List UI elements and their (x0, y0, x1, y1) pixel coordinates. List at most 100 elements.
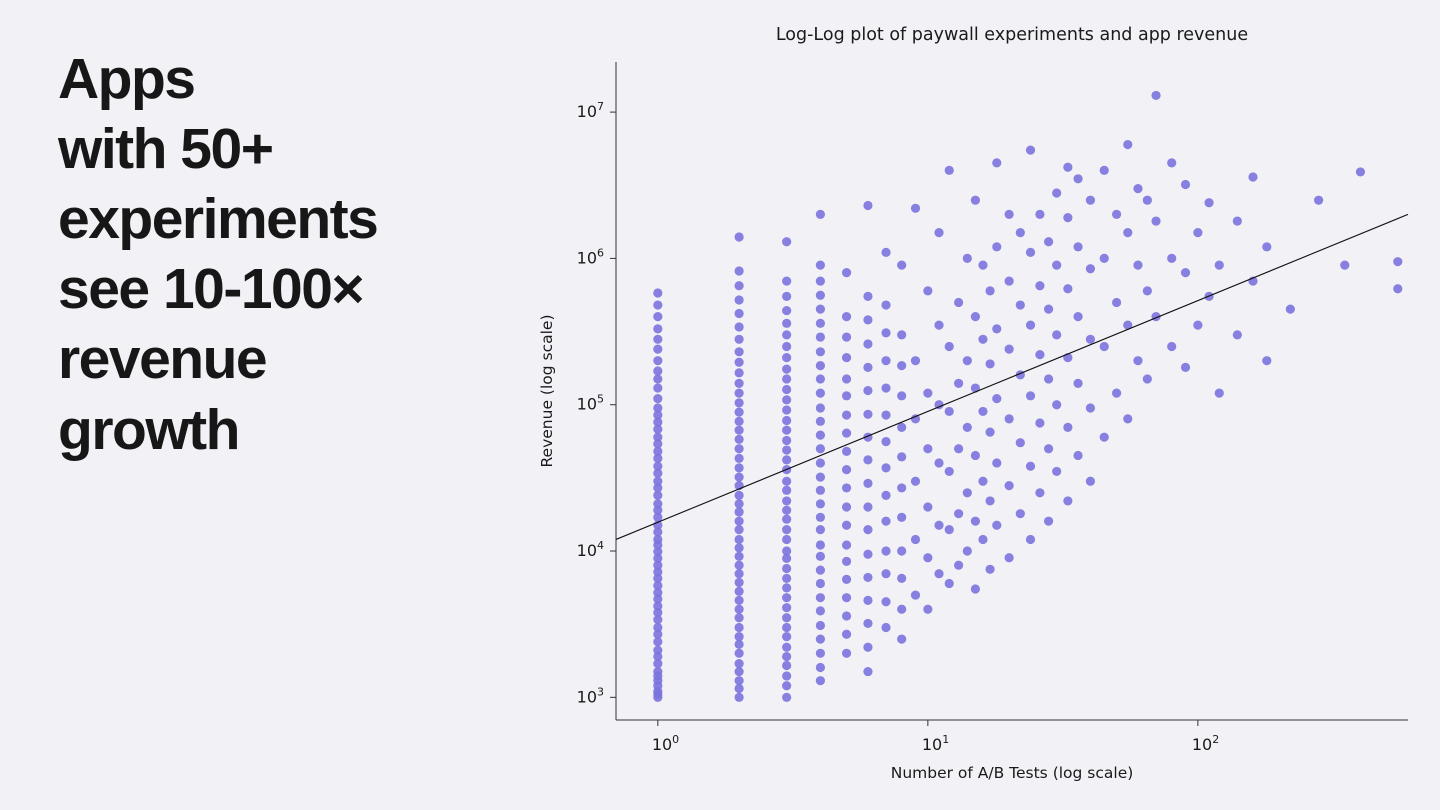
scatter-point (782, 395, 792, 405)
scatter-point (985, 564, 995, 574)
scatter-point (782, 622, 792, 633)
scatter-point (934, 520, 944, 530)
scatter-point (782, 534, 792, 545)
scatter-point (841, 374, 852, 384)
scatter-point (653, 424, 663, 434)
scatter-point (734, 434, 744, 444)
scatter-point (1123, 228, 1133, 238)
scatter-point (1123, 139, 1133, 150)
scatter-point (815, 472, 825, 482)
scatter-point (653, 394, 663, 404)
scatter-point (734, 534, 744, 545)
scatter-point (978, 406, 988, 417)
scatter-point (653, 594, 663, 604)
scatter-point (985, 427, 995, 437)
scatter-point (1025, 145, 1036, 155)
headline-line: experiments (58, 187, 379, 252)
scatter-point (1073, 450, 1083, 461)
headline-line: growth (58, 397, 240, 462)
scatter-point (815, 634, 825, 644)
scatter-point (815, 260, 825, 270)
scatter-point (881, 410, 891, 420)
scatter-point (1043, 304, 1054, 314)
scatter-point (1043, 444, 1054, 454)
scatter-point (944, 406, 954, 417)
scatter-point (934, 400, 944, 410)
scatter-point (815, 676, 825, 686)
scatter-point (863, 642, 873, 652)
y-tick-label: 106 (577, 246, 604, 267)
scatter-point (653, 468, 663, 478)
scatter-point (1355, 167, 1366, 177)
scatter-point (782, 374, 792, 384)
scatter-point (1025, 391, 1036, 401)
scatter-point (734, 622, 744, 633)
scatter-point (653, 439, 663, 449)
scatter-point (1133, 184, 1143, 194)
scatter-point (910, 356, 921, 366)
scatter-point (653, 527, 663, 537)
scatter-point (653, 324, 663, 334)
y-tick-label: 103 (577, 685, 604, 706)
scatter-point (653, 483, 663, 493)
scatter-point (881, 490, 891, 500)
scatter-point (897, 573, 907, 583)
scatter-point (1151, 90, 1161, 101)
scatter-point (1073, 242, 1083, 252)
scatter-point (970, 516, 981, 526)
scatter-point (1043, 374, 1054, 384)
scatter-point (1133, 356, 1143, 366)
scatter-point (881, 516, 891, 526)
scatter-point (653, 629, 663, 639)
scatter-point (815, 458, 825, 468)
scatter-point (841, 593, 852, 603)
scatter-point (815, 540, 825, 550)
scatter-point (1043, 516, 1054, 526)
scatter-point (734, 676, 744, 686)
scatter-point (923, 604, 933, 614)
scatter-point (734, 551, 744, 561)
scatter-point (897, 512, 907, 522)
scatter-point (1180, 179, 1191, 190)
scatter-point (970, 312, 981, 322)
scatter-point (734, 295, 744, 305)
headline-line: see 10-100× (58, 257, 365, 322)
scatter-point (962, 546, 972, 556)
scatter-point (734, 472, 744, 482)
scatter-point (734, 388, 744, 398)
scatter-point (1025, 247, 1036, 257)
scatter-point (1133, 260, 1143, 270)
headline-line: with 50+ (58, 117, 274, 182)
scatter-point (734, 507, 744, 517)
scatter-point (985, 359, 995, 369)
scatter-point (815, 416, 825, 426)
scatter-point (782, 476, 792, 486)
scatter-point (1085, 195, 1096, 205)
scatter-point (1073, 312, 1083, 322)
scatter-point (1025, 320, 1036, 330)
scatter-point (881, 328, 891, 338)
scatter-point (992, 242, 1002, 252)
scatter-point (897, 330, 907, 340)
scatter-point (881, 622, 891, 633)
scatter-point (653, 651, 663, 662)
scatter-point (782, 276, 792, 286)
scatter-point (1035, 209, 1045, 219)
scatter-point (653, 334, 663, 344)
scatter-point (841, 629, 852, 639)
scatter-point (782, 496, 792, 506)
scatter-point (841, 574, 852, 584)
scatter-point (782, 352, 792, 363)
scatter-point (934, 228, 944, 238)
scatter-point (782, 237, 792, 247)
scatter-point (841, 332, 852, 342)
scatter-point (782, 583, 792, 593)
scatter-point (653, 573, 663, 583)
scatter-point (734, 322, 744, 332)
y-tick-label: 105 (577, 393, 604, 414)
scatter-point (1111, 388, 1122, 398)
scatter-point (734, 444, 744, 454)
scatter-point (653, 476, 663, 486)
scatter-point (653, 645, 663, 655)
scatter-point (1193, 320, 1203, 330)
